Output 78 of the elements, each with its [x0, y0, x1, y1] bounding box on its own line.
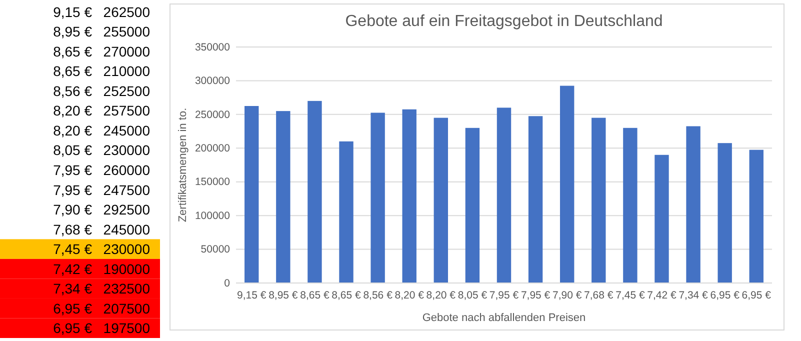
bar [560, 86, 574, 283]
text: 255000 [103, 24, 150, 40]
y-axis-title: Zertifikatsmengen in to. [177, 108, 189, 222]
text: 8,20 € [53, 102, 92, 119]
text: 260000 [103, 162, 150, 178]
bar [718, 143, 732, 283]
bar [686, 126, 700, 283]
text: 8,65 € [53, 63, 92, 80]
y-tick-label: 150000 [194, 176, 230, 188]
chart-title: Gebote auf ein Freitagsgebot in Deutschland [345, 13, 663, 30]
y-tick-label: 250000 [194, 108, 230, 121]
text: 8,65 € [53, 43, 92, 60]
text: 8,20 € [53, 122, 92, 138]
bar [749, 150, 764, 283]
bar [465, 128, 480, 283]
y-tick-label: 200000 [194, 142, 230, 155]
text: 232500 [103, 280, 150, 297]
x-tick-label: 8,20 € [426, 289, 456, 302]
x-tick-label: 7,95 € [489, 289, 519, 302]
text: 197500 [103, 320, 150, 336]
text: 190000 [103, 260, 150, 277]
text: 6,95 € [53, 300, 92, 316]
y-tick-label: 350000 [194, 41, 230, 54]
bar [496, 108, 512, 283]
bar [402, 109, 416, 283]
x-tick-label: 8,65 € [332, 289, 362, 302]
text: 245000 [103, 221, 150, 238]
x-tick-label: 8,20 € [394, 289, 424, 302]
y-tick-label: 100000 [194, 210, 230, 222]
text: 257500 [103, 102, 150, 119]
bar [654, 154, 669, 283]
x-tick-label: 7,45 € [616, 289, 645, 302]
bar [434, 118, 448, 283]
text: 252500 [103, 82, 150, 99]
x-tick-label: 8,05 € [458, 289, 488, 302]
x-tick-label: 7,42 € [647, 289, 676, 302]
x-tick-label: 8,95 € [268, 289, 298, 302]
text: 245000 [103, 122, 150, 138]
bar [308, 100, 322, 283]
text: 8,95 € [53, 24, 92, 40]
bar [370, 112, 385, 283]
text: 7,95 € [53, 162, 92, 178]
y-tick-label: 50000 [200, 244, 230, 256]
bar [276, 111, 290, 283]
text: 8,56 € [53, 82, 92, 99]
x-tick-label: 7,90 € [552, 289, 582, 302]
text: 230000 [103, 241, 150, 258]
text: 210000 [103, 63, 150, 80]
x-tick-label: 7,95 € [520, 289, 550, 302]
text: 247500 [103, 182, 150, 198]
x-tick-label: 7,34 € [678, 289, 708, 302]
text: 207500 [103, 300, 150, 316]
y-tick-label: 0 [224, 277, 230, 290]
bar [623, 128, 638, 283]
x-tick-label: 6,95 € [742, 289, 772, 302]
bar [244, 106, 259, 283]
text: 7,95 € [53, 182, 92, 198]
text: 9,15 € [53, 4, 92, 20]
bar [339, 141, 354, 283]
x-tick-label: 8,65 € [300, 289, 330, 302]
text: 7,90 € [53, 202, 92, 218]
text: 292500 [103, 202, 150, 218]
y-tick-label: 300000 [194, 75, 230, 88]
x-axis-title: Gebote nach abfallenden Preisen [422, 312, 586, 324]
x-tick-label: 8,56 € [363, 289, 393, 302]
x-tick-label: 9,15 € [237, 289, 266, 302]
text: 6,95 € [53, 320, 92, 336]
bar [592, 118, 606, 283]
text: 270000 [103, 43, 150, 60]
text: 230000 [103, 142, 150, 158]
x-tick-label: 7,68 € [584, 289, 614, 302]
text: 262500 [103, 4, 150, 20]
bar [528, 116, 543, 283]
text: 7,42 € [53, 260, 92, 277]
x-tick-label: 6,95 € [710, 289, 740, 302]
text: 7,68 € [53, 221, 92, 238]
text: 8,05 € [53, 142, 92, 158]
text: 7,45 € [53, 241, 92, 258]
